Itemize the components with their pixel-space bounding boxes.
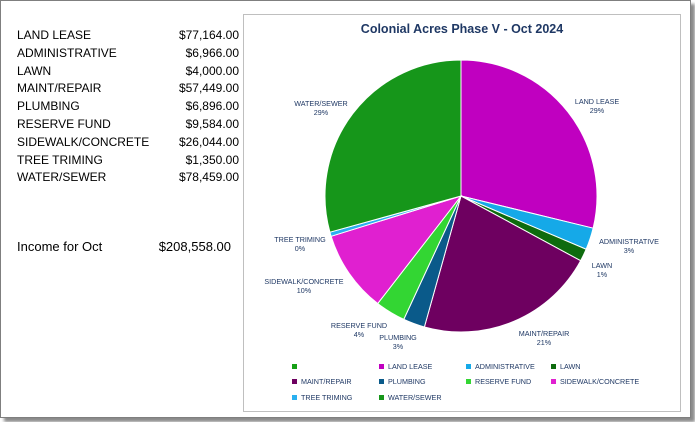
budget-row: LAWN $4,000.00 [17, 63, 239, 81]
legend-swatch-sidewalk-concrete [551, 379, 556, 384]
pie-chart-svg: LAND LEASE29%ADMINISTRATIVE3%LAWN1%MAINT… [264, 59, 659, 402]
slice-label-reserve-fund: RESERVE FUND [331, 321, 387, 330]
slice-label-land-lease: LAND LEASE [575, 97, 620, 106]
legend-label-maint-repair: MAINT/REPAIR [301, 377, 352, 386]
pie-slice-water-sewer[interactable] [324, 59, 462, 233]
chart-title: Colonial Acres Phase V - Oct 2024 [360, 22, 564, 36]
budget-label: LAWN [17, 63, 52, 78]
legend-swatch [292, 364, 297, 369]
legend-label-tree-triming: TREE TRIMING [301, 393, 353, 402]
budget-row: PLUMBING $6,896.00 [17, 98, 239, 116]
legend-swatch-maint-repair [292, 379, 297, 384]
budget-row: LAND LEASE $77,164.00 [17, 27, 239, 45]
legend-swatch-water-sewer [379, 395, 384, 400]
legend-label-sidewalk-concrete: SIDEWALK/CONCRETE [560, 377, 639, 386]
slice-percent-lawn: 1% [597, 270, 608, 279]
budget-label: LAND LEASE [17, 28, 92, 42]
legend-label-land-lease: LAND LEASE [388, 362, 433, 371]
slice-label-tree-triming: TREE TRIMING [274, 235, 326, 244]
legend-swatch-land-lease [379, 364, 384, 369]
legend-swatch-reserve-fund [466, 379, 471, 384]
budget-amount: $6,966.00 [185, 45, 239, 60]
slice-label-maint-repair: MAINT/REPAIR [519, 329, 570, 338]
budget-row: RESERVE FUND $9,584.00 [17, 116, 239, 134]
pie-slice-land-lease[interactable] [460, 59, 598, 229]
income-label: Income for Oct [17, 239, 103, 254]
slice-label-water-sewer: WATER/SEWER [294, 99, 348, 108]
budget-label: ADMINISTRATIVE [17, 45, 117, 60]
slice-percent-maint-repair: 21% [537, 338, 552, 347]
legend-swatch-lawn [551, 364, 556, 369]
budget-row: MAINT/REPAIR $57,449.00 [17, 80, 239, 98]
pie-chart[interactable]: Colonial Acres Phase V - Oct 2024 LAND L… [243, 14, 681, 412]
slice-percent-tree-triming: 0% [295, 244, 306, 253]
budget-amount: $1,350.00 [185, 152, 239, 167]
slice-label-sidewalk-concrete: SIDEWALK/CONCRETE [264, 277, 343, 286]
slice-percent-plumbing: 3% [393, 342, 404, 351]
legend-label-lawn: LAWN [560, 362, 581, 371]
legend-label-reserve-fund: RESERVE FUND [475, 377, 531, 386]
slice-label-plumbing: PLUMBING [379, 333, 417, 342]
slice-percent-administrative: 3% [624, 246, 635, 255]
income-value: $208,558.00 [158, 239, 231, 254]
legend-label-water-sewer: WATER/SEWER [388, 393, 442, 402]
budget-amount: $78,459.00 [178, 170, 239, 185]
legend-swatch-plumbing [379, 379, 384, 384]
legend-swatch-tree-triming [292, 395, 297, 400]
budget-amount: $6,896.00 [185, 99, 239, 114]
budget-table: LAND LEASE $77,164.00 ADMINISTRATIVE $6,96… [17, 27, 239, 187]
budget-amount: $77,164.00 [178, 28, 239, 42]
budget-label: MAINT/REPAIR [17, 81, 102, 96]
slice-percent-reserve-fund: 4% [354, 330, 365, 339]
budget-row: WATER/SEWER $78,459.00 [17, 169, 239, 187]
slice-percent-sidewalk-concrete: 10% [297, 286, 312, 295]
budget-row: SIDEWALK/CONCRETE $26,044.00 [17, 134, 239, 152]
budget-amount: $57,449.00 [178, 81, 239, 96]
budget-label: RESERVE FUND [17, 116, 111, 131]
budget-label: PLUMBING [17, 99, 80, 114]
slice-percent-land-lease: 29% [590, 106, 605, 115]
slice-label-lawn: LAWN [592, 261, 613, 270]
pie-slice-sidewalk-concrete[interactable] [330, 195, 463, 305]
budget-label: TREE TRIMING [17, 152, 103, 167]
income-row: Income for Oct $208,558.00 [17, 239, 231, 254]
budget-row: TREE TRIMING $1,350.00 [17, 152, 239, 170]
legend-swatch-administrative [466, 364, 471, 369]
budget-amount: $26,044.00 [178, 134, 239, 149]
budget-row: ADMINISTRATIVE $6,966.00 [17, 45, 239, 63]
budget-amount: $4,000.00 [185, 63, 239, 78]
budget-label: WATER/SEWER [17, 170, 107, 185]
legend-label-plumbing: PLUMBING [388, 377, 426, 386]
slice-percent-water-sewer: 29% [314, 108, 329, 117]
budget-label: SIDEWALK/CONCRETE [17, 134, 150, 149]
budget-amount: $9,584.00 [185, 116, 239, 131]
pie-slice-maint-repair[interactable] [423, 195, 582, 333]
legend-label-administrative: ADMINISTRATIVE [475, 362, 535, 371]
slice-label-administrative: ADMINISTRATIVE [599, 237, 659, 246]
